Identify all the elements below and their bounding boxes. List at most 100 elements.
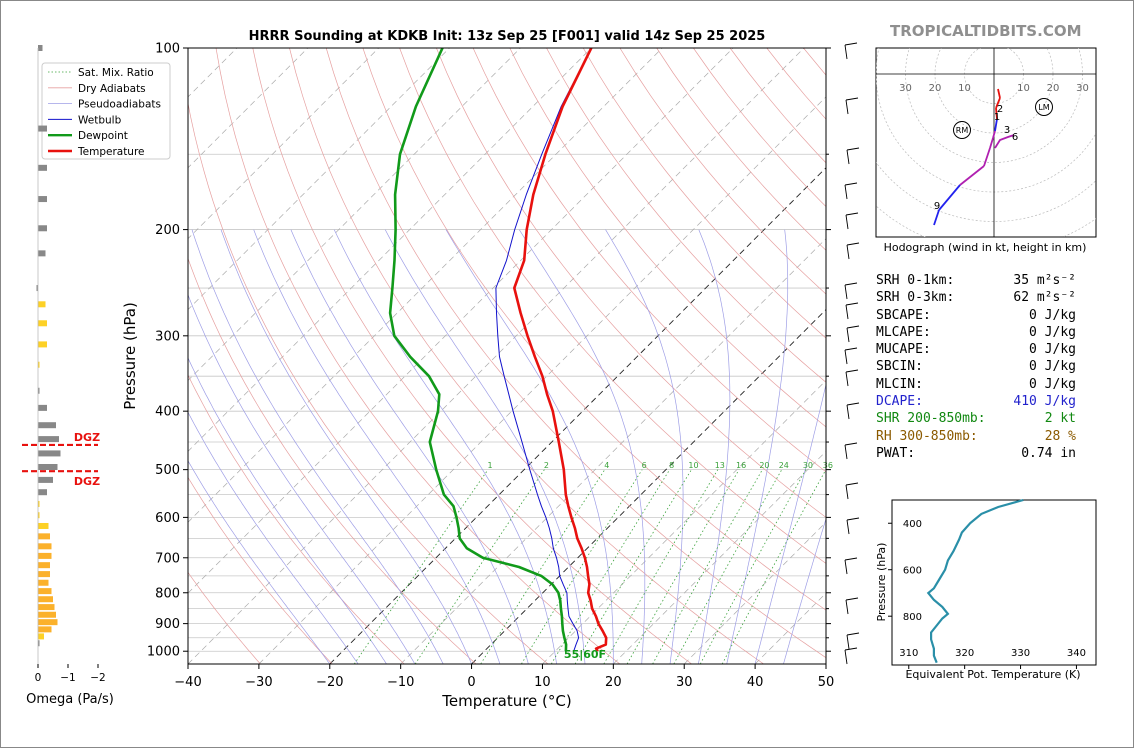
brand-watermark: TROPICALTIDBITS.COM xyxy=(890,22,1082,40)
dgz-label: DGZ xyxy=(74,431,100,444)
theta-e-frame xyxy=(891,499,1097,666)
pseudoadiabat xyxy=(188,411,359,664)
stat-value: 0 J/kg xyxy=(1029,342,1076,358)
isotherm-line xyxy=(188,48,805,664)
stat-row: PWAT: 0.74 in xyxy=(876,445,1076,462)
y-tick-label: 200 xyxy=(155,223,180,238)
omega-bar xyxy=(38,125,47,132)
omega-bar xyxy=(38,596,53,603)
mixing-ratio-label: 16 xyxy=(736,461,746,470)
mixing-ratio-line xyxy=(353,469,489,664)
isotherm-line xyxy=(188,48,734,594)
theta-e-panel: 310 320 330 340 400 600 800 xyxy=(888,498,1097,669)
wind-barb-flag xyxy=(844,647,858,651)
x-tick-label: 30 xyxy=(676,675,693,690)
dry-adiabat xyxy=(436,48,826,518)
mixing-ratio-label: 10 xyxy=(688,461,698,470)
stat-value: 28 % xyxy=(1044,428,1076,444)
hodograph-trace xyxy=(938,184,961,211)
storm-motion-marker xyxy=(1035,98,1053,116)
mixing-ratio-label: 13 xyxy=(715,461,725,470)
stat-label: MLCIN: xyxy=(876,376,923,392)
stat-value: 0 J/kg xyxy=(1029,324,1076,340)
omega-bar xyxy=(36,285,38,292)
stat-row: MLCIN: 0 J/kg xyxy=(876,376,1076,393)
hodograph-ring-label: 30 xyxy=(1076,83,1089,94)
stat-row: SHR 200-850mb: 2 kt xyxy=(876,410,1076,427)
isotherm-line xyxy=(542,379,826,664)
wind-barb-flag xyxy=(846,147,860,151)
pseudoadiabat xyxy=(783,517,826,664)
stat-label: SHR 200-850mb: xyxy=(876,411,986,427)
omega-bar xyxy=(38,341,47,348)
isotherm-line xyxy=(188,48,450,311)
isotherm-line xyxy=(400,238,826,664)
mixing-ratio-label: 24 xyxy=(779,461,789,470)
hodograph-height-label: 1 xyxy=(994,112,1000,123)
wind-barb xyxy=(845,371,849,387)
wind-barb xyxy=(846,327,850,343)
omega-bar xyxy=(38,640,40,647)
mixing-ratio-line xyxy=(626,469,740,664)
wind-barb xyxy=(846,404,850,420)
x-tick-label: −40 xyxy=(174,675,201,690)
wind-barb xyxy=(845,304,849,320)
y-tick-label: 800 xyxy=(155,586,180,601)
dry-adiabat xyxy=(188,374,405,664)
stat-row: SRH 0-1km: 35 m²s⁻² xyxy=(876,272,1076,289)
omega-bar xyxy=(38,463,58,470)
wind-barb-flag xyxy=(845,482,859,486)
omega-bar xyxy=(38,543,52,550)
hodograph-trace xyxy=(959,165,985,186)
legend-entry: Dewpoint xyxy=(78,130,128,142)
wind-barb-flag xyxy=(846,242,860,246)
hodograph-trace xyxy=(995,107,998,120)
hodograph-ring-label: 10 xyxy=(1017,83,1030,94)
dry-adiabat xyxy=(472,48,826,473)
stat-value: 0 J/kg xyxy=(1029,359,1076,375)
wind-barb xyxy=(846,634,850,650)
profile-wetbulb xyxy=(495,48,592,652)
omega-tick-label: −2 xyxy=(90,672,105,684)
pseudoadiabat xyxy=(220,229,472,664)
hodograph-height-label: 6 xyxy=(1012,132,1018,143)
omega-bar xyxy=(38,196,47,203)
skewt-profiles xyxy=(388,48,608,652)
y-tick-label: 1000 xyxy=(147,645,180,660)
stat-row: SRH 0-3km: 62 m²s⁻² xyxy=(876,289,1076,306)
x-tick-label: −10 xyxy=(387,675,414,690)
hodograph-trace xyxy=(995,97,1001,109)
pseudoadiabat xyxy=(188,460,331,664)
y-tick-label: 900 xyxy=(155,617,180,632)
legend-entry: Temperature xyxy=(77,146,145,158)
omega-bar xyxy=(38,619,58,626)
x-tick-label: 20 xyxy=(605,675,622,690)
stat-value: 0 J/kg xyxy=(1029,376,1076,392)
stat-value: 410 J/kg xyxy=(1013,394,1076,410)
wind-barb-flag xyxy=(846,632,860,636)
storm-motion-label: RM xyxy=(956,126,969,135)
profile-dewpoint xyxy=(388,48,568,652)
y-tick-label: 300 xyxy=(155,329,180,344)
dry-adiabat xyxy=(399,48,826,564)
wind-barbs xyxy=(844,42,860,665)
omega-bar xyxy=(38,562,50,569)
omega-tick-label: 0 xyxy=(35,672,42,684)
omega-bar xyxy=(38,611,56,618)
omega-bar xyxy=(38,571,50,578)
dry-adiabat xyxy=(362,48,826,611)
mixing-ratio-line xyxy=(721,469,826,664)
dry-adiabat xyxy=(188,257,477,664)
mixing-ratio-label: 4 xyxy=(604,461,609,470)
hodograph-ring-label: 30 xyxy=(899,83,912,94)
wind-barb xyxy=(845,214,849,230)
mixing-ratio-line xyxy=(521,469,643,664)
legend-entry: Dry Adiabats xyxy=(78,83,146,95)
wind-barb xyxy=(844,184,848,200)
omega-bar xyxy=(38,45,43,51)
wind-barb-flag xyxy=(845,97,859,101)
omega-bar xyxy=(38,301,46,308)
stat-label: MUCAPE: xyxy=(876,342,931,358)
mixing-ratio-label: 8 xyxy=(669,461,674,470)
omega-bar xyxy=(38,489,47,496)
